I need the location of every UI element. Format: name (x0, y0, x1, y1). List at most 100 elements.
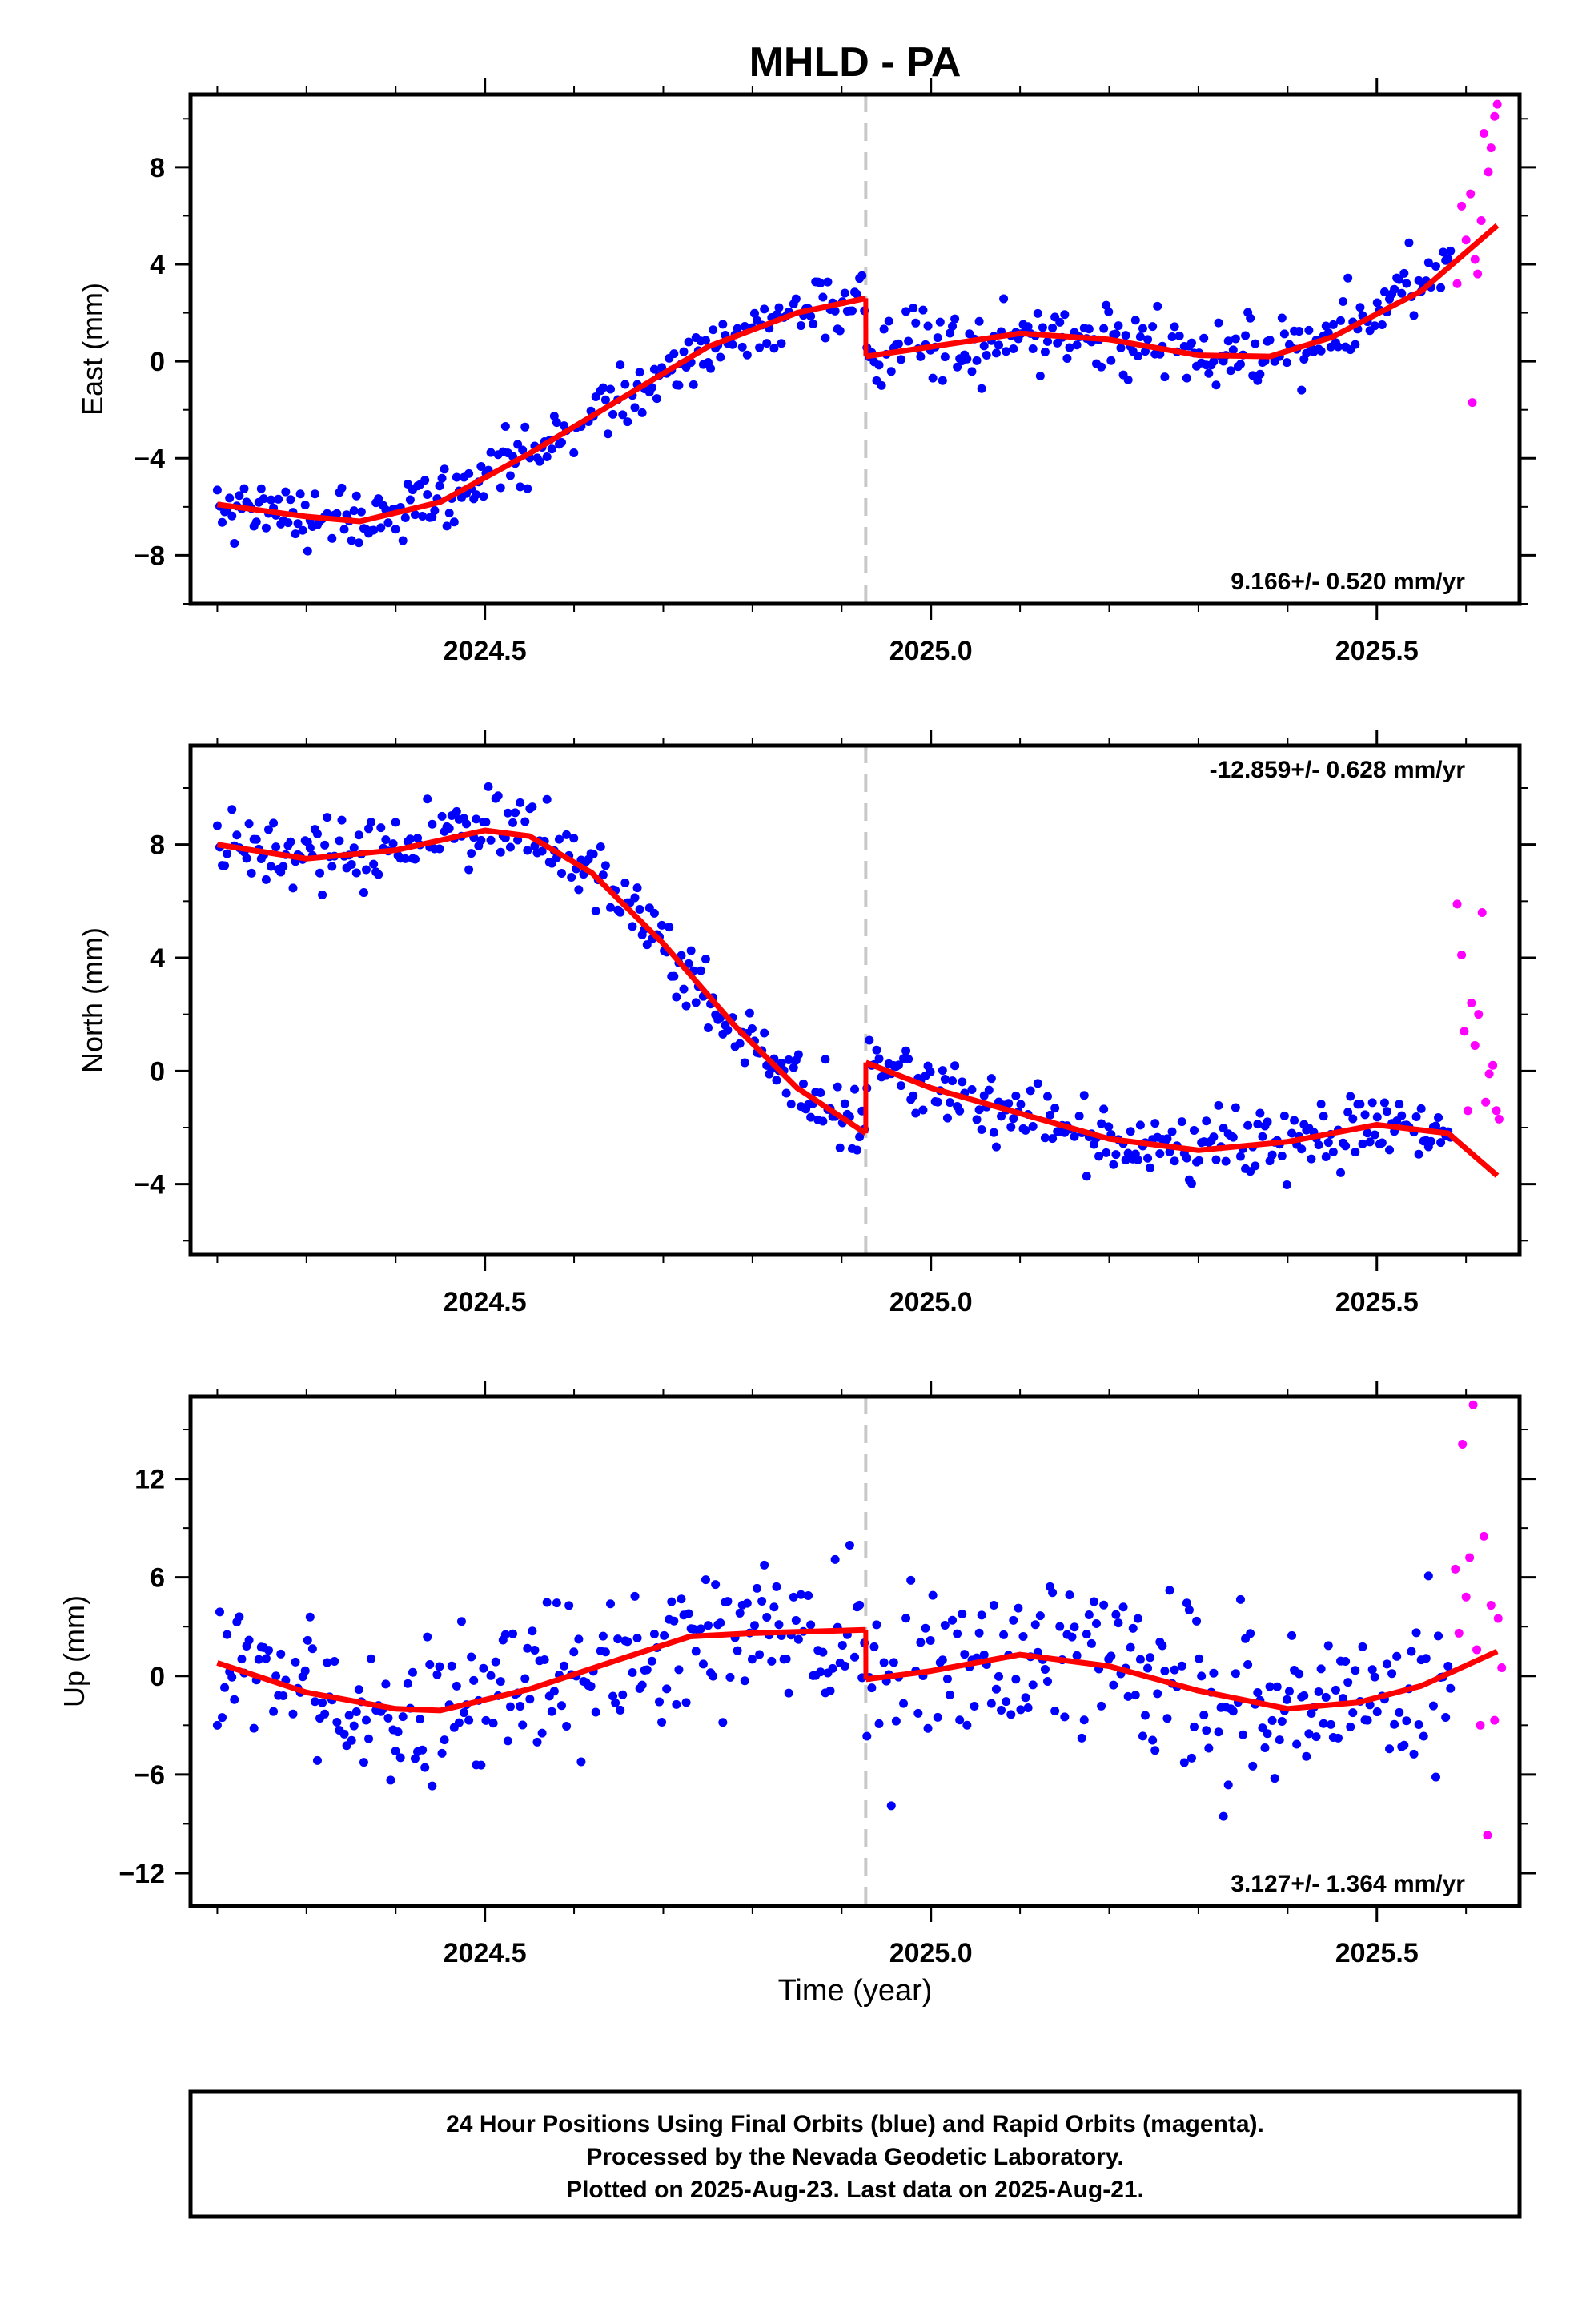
final-orbit-point (523, 846, 532, 855)
final-orbit-point (1104, 1122, 1114, 1132)
final-orbit-point (528, 1626, 537, 1636)
final-orbit-point (505, 842, 515, 852)
rapid-orbit-point (1474, 1010, 1484, 1019)
final-orbit-point (432, 1670, 442, 1679)
final-orbit-point (837, 1640, 847, 1650)
final-orbit-point (630, 1591, 640, 1601)
final-orbit-point (818, 292, 828, 302)
final-orbit-point (1328, 320, 1338, 329)
final-orbit-point (500, 1630, 510, 1639)
final-orbit-point (725, 1672, 735, 1682)
final-orbit-point (926, 1635, 935, 1645)
final-orbit-point (991, 348, 1001, 358)
final-orbit-point (1372, 1707, 1382, 1717)
final-orbit-point (806, 312, 816, 321)
final-orbit-point (508, 818, 517, 827)
rapid-orbit-point (1479, 1531, 1488, 1541)
final-orbit-point (344, 1711, 354, 1720)
final-orbit-point (755, 1650, 765, 1659)
final-orbit-point (227, 1672, 237, 1682)
final-orbit-point (1326, 1719, 1335, 1729)
final-orbit-point (1323, 1138, 1333, 1148)
final-orbit-point (967, 367, 977, 376)
final-orbit-point (1372, 1112, 1382, 1122)
final-orbit-point (862, 1731, 872, 1741)
final-orbit-point (459, 1708, 468, 1718)
final-orbit-point (1339, 1694, 1348, 1703)
final-orbit-point (254, 1655, 263, 1664)
final-orbit-point (757, 1596, 767, 1606)
final-orbit-point (1343, 273, 1353, 283)
final-orbit-point (774, 303, 784, 312)
final-orbit-point (723, 1597, 733, 1606)
final-orbit-point (1279, 1111, 1289, 1120)
final-orbit-point (786, 1100, 796, 1109)
final-orbit-point (396, 1753, 405, 1763)
final-orbit-point (259, 494, 268, 504)
rapid-orbit-point (1461, 1592, 1471, 1602)
final-orbit-point (554, 834, 564, 844)
final-orbit-point (1231, 1669, 1240, 1679)
final-orbit-point (1135, 332, 1145, 342)
final-orbit-point (999, 294, 1009, 304)
final-orbit-point (276, 1649, 286, 1659)
final-orbit-point (977, 1125, 986, 1135)
rapid-orbit-point (1484, 167, 1493, 177)
final-orbit-point (398, 536, 408, 545)
final-orbit-point (728, 340, 737, 349)
final-orbit-point (1277, 1716, 1287, 1726)
final-orbit-point (1409, 1749, 1419, 1759)
final-orbit-point (704, 1621, 713, 1630)
final-orbit-point (508, 1629, 517, 1638)
final-orbit-point (444, 509, 454, 518)
final-orbit-point (816, 1088, 825, 1097)
final-orbit-point (1390, 284, 1399, 294)
final-orbit-point (410, 510, 420, 520)
final-orbit-point (1004, 1099, 1014, 1108)
final-orbit-point (1174, 331, 1184, 340)
rapid-orbit-point (1466, 189, 1476, 199)
final-orbit-point (1235, 360, 1245, 369)
final-orbit-point (1079, 1091, 1089, 1100)
final-orbit-point (1395, 275, 1404, 284)
final-orbit-point (269, 1707, 279, 1716)
final-orbit-point (215, 1607, 224, 1617)
final-orbit-point (1258, 1132, 1267, 1141)
final-orbit-point (1030, 1620, 1040, 1630)
final-orbit-point (872, 1045, 881, 1055)
final-orbit-point (647, 383, 656, 392)
final-orbit-point (472, 490, 481, 500)
footer-line-3: Plotted on 2025-Aug-23. Last data on 202… (566, 2177, 1144, 2203)
final-orbit-point (1084, 1610, 1094, 1619)
x-tick-label: 2024.5 (444, 1287, 527, 1317)
final-orbit-point (1409, 311, 1419, 320)
final-orbit-point (303, 546, 312, 556)
final-orbit-point (428, 1781, 437, 1791)
final-orbit-point (1402, 1716, 1411, 1726)
final-orbit-point (530, 1645, 540, 1655)
final-orbit-point (1228, 1707, 1238, 1716)
y-tick-label: 8 (150, 153, 165, 183)
final-orbit-point (1048, 1588, 1058, 1598)
final-orbit-point (684, 959, 693, 968)
final-orbit-point (239, 484, 249, 493)
final-orbit-point (620, 878, 630, 887)
final-orbit-point (542, 1598, 552, 1607)
final-orbit-point (288, 883, 298, 893)
final-orbit-point (332, 509, 342, 518)
final-orbit-point (777, 339, 786, 348)
final-orbit-point (1377, 320, 1387, 329)
final-orbit-point (967, 1084, 977, 1094)
final-orbit-point (899, 1699, 909, 1708)
final-orbit-point (452, 806, 461, 816)
final-orbit-point (958, 1609, 967, 1618)
final-orbit-point (1363, 1715, 1372, 1725)
final-orbit-point (1265, 336, 1275, 345)
final-orbit-point (1160, 372, 1170, 382)
final-orbit-point (1358, 1642, 1367, 1651)
final-orbit-point (400, 854, 410, 863)
x-axis-label: Time (year) (778, 1974, 933, 2008)
final-orbit-point (303, 1635, 312, 1645)
final-orbit-point (1133, 1614, 1142, 1623)
final-orbit-point (747, 1023, 757, 1033)
